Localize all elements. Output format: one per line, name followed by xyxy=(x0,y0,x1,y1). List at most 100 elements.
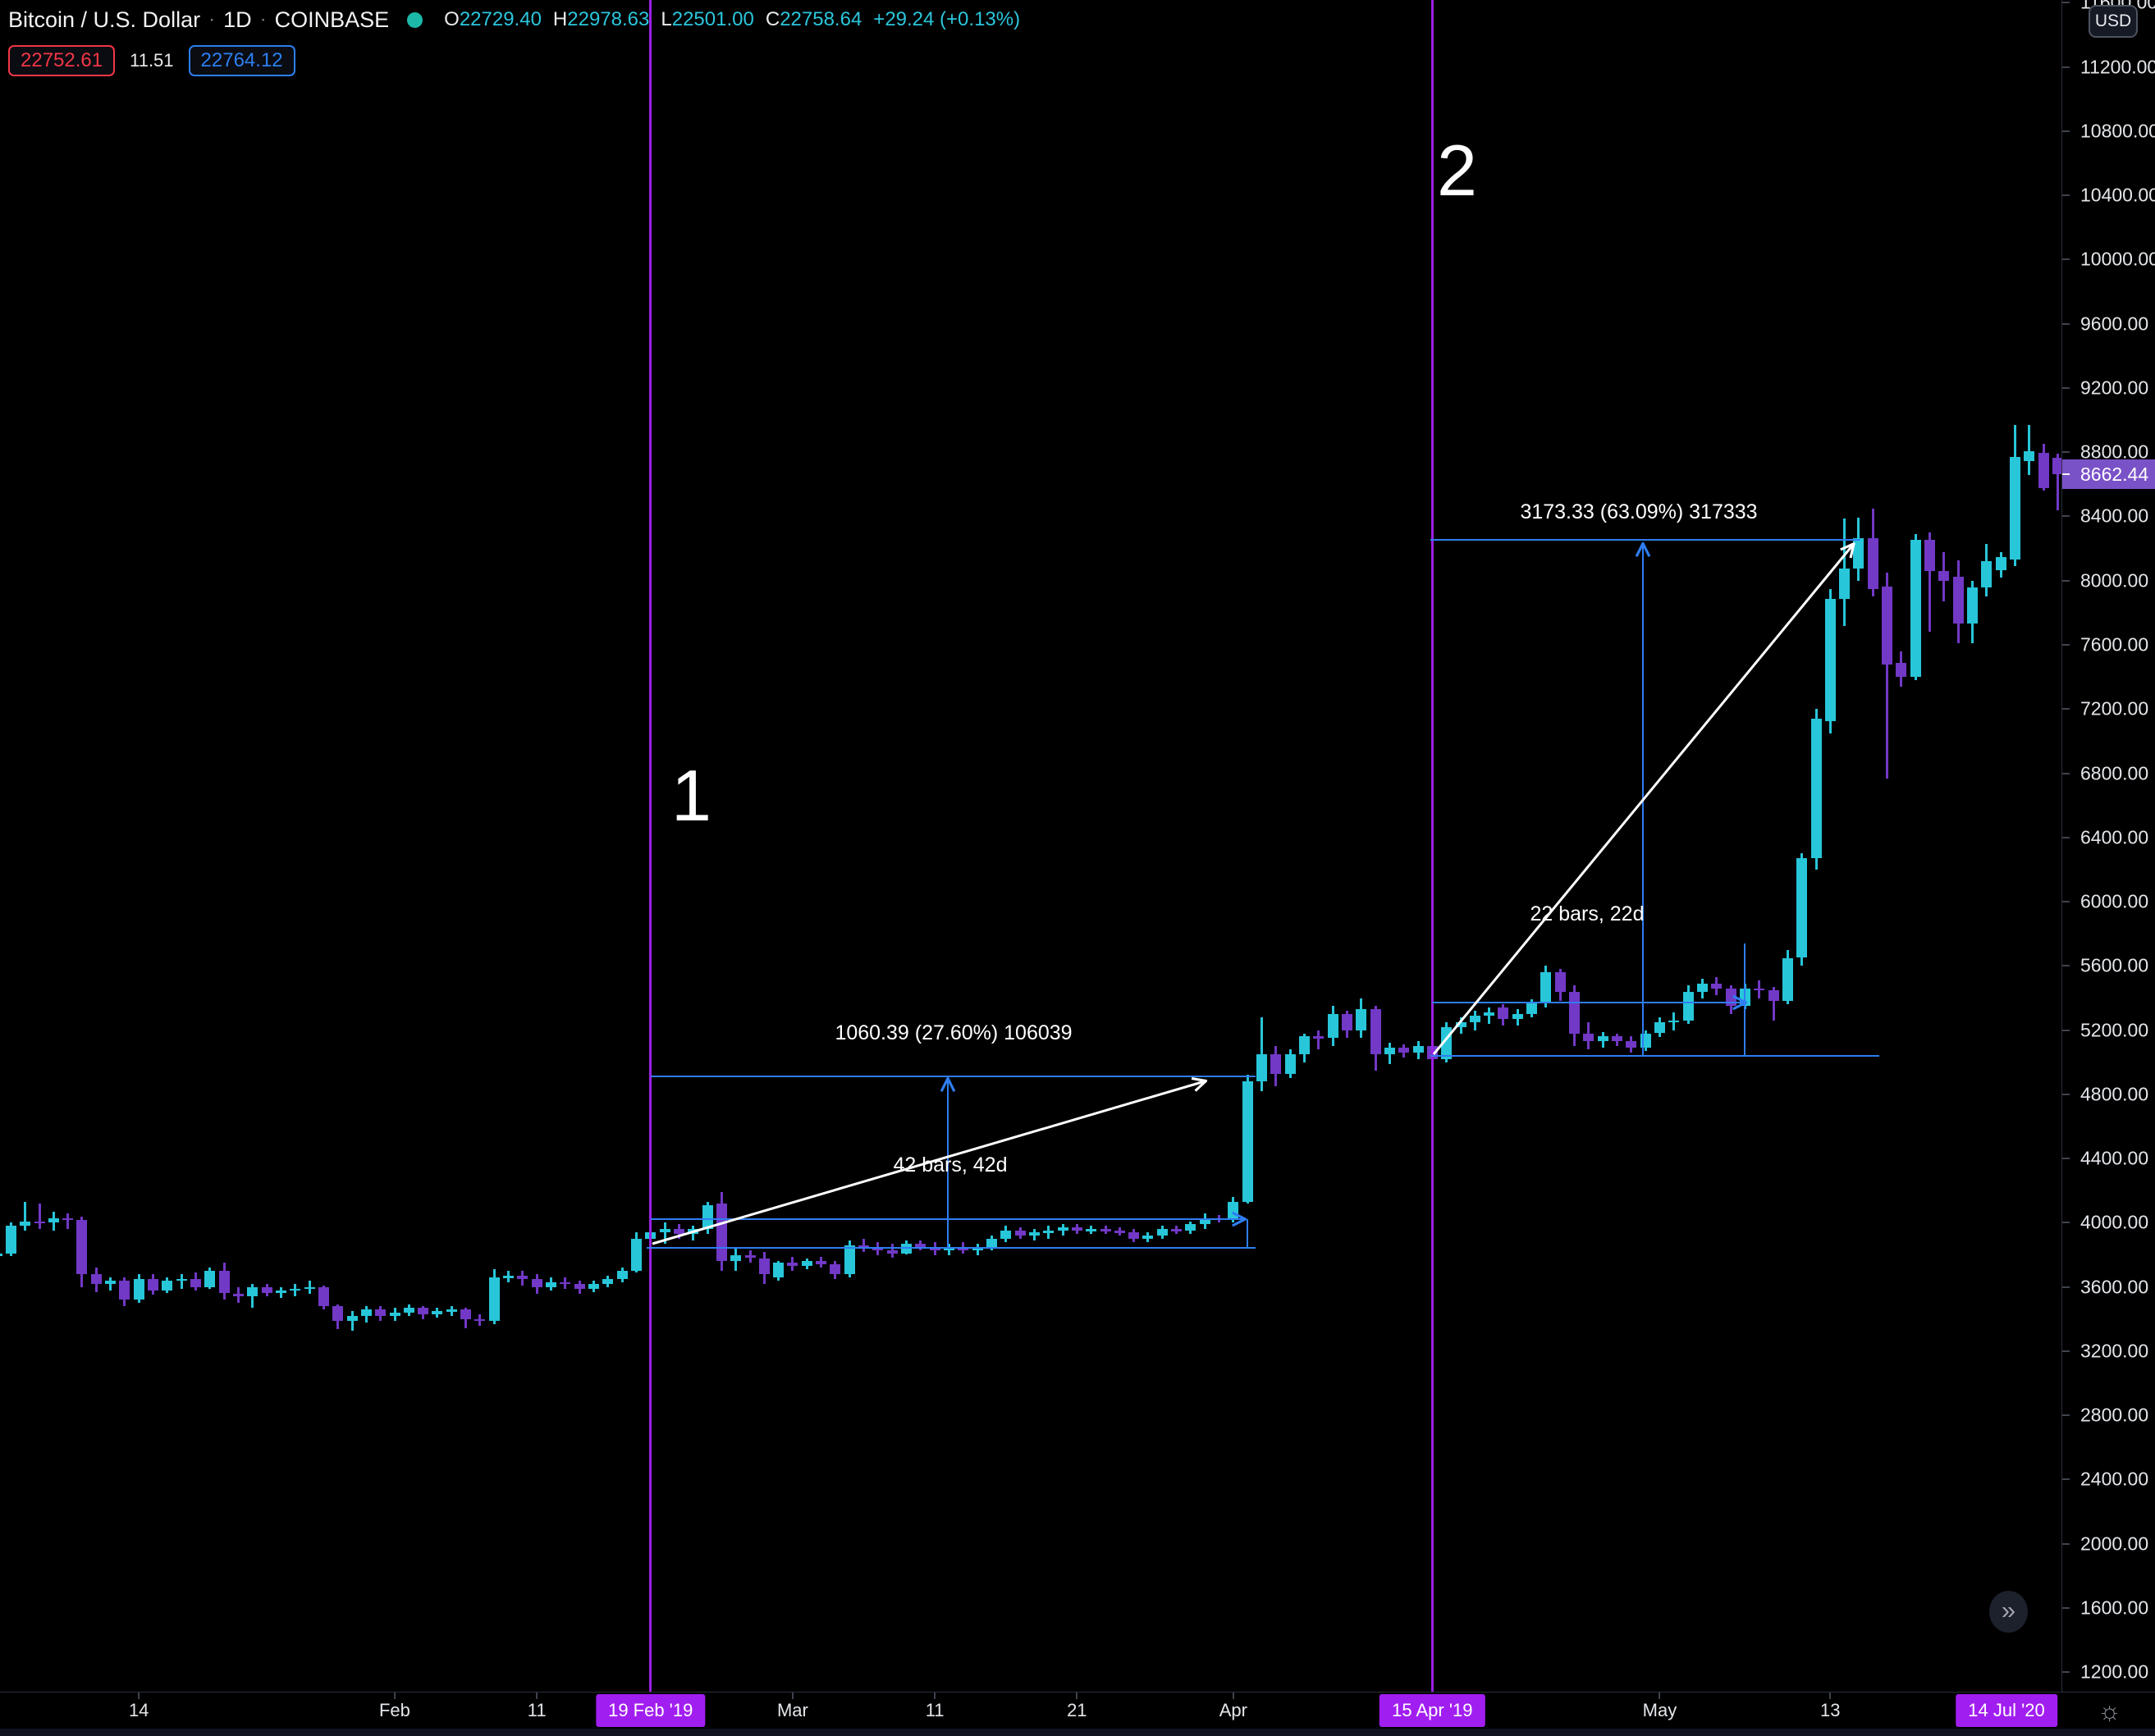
candle-body xyxy=(1057,1227,1068,1231)
spread-value: 11.51 xyxy=(130,50,174,71)
candle-body xyxy=(858,1245,869,1248)
candle-body xyxy=(1938,571,1950,582)
trend-arrow-line[interactable] xyxy=(652,1081,1205,1245)
candle-body xyxy=(816,1261,827,1265)
bid-ask-row: 22752.61 11.51 22764.12 xyxy=(8,44,1020,77)
chart-settings-sun-icon[interactable]: ☼ xyxy=(2098,1696,2122,1725)
interval-label[interactable]: 1D xyxy=(223,7,252,32)
candle-body xyxy=(659,1229,670,1233)
time-tick-label: Apr xyxy=(1219,1700,1247,1720)
candle-body xyxy=(1882,587,1893,665)
candle-body xyxy=(602,1278,614,1284)
date-marker-badge[interactable]: 14 Jul '20 xyxy=(1956,1694,2057,1727)
candle-body xyxy=(1867,538,1878,590)
price-tick-mark xyxy=(2062,1542,2070,1545)
candle-body xyxy=(389,1313,400,1316)
time-tick-label: 11 xyxy=(527,1700,547,1720)
price-tick-label: 7600.00 xyxy=(2080,633,2149,656)
candle-body xyxy=(1156,1229,1168,1236)
change-value: +29.24 (+0.13%) xyxy=(873,8,1021,30)
date-marker-badge[interactable]: 19 Feb '19 xyxy=(596,1694,706,1727)
exchange-label[interactable]: COINBASE xyxy=(274,7,390,32)
price-tick-label: 10000.00 xyxy=(2080,248,2155,270)
candle-body xyxy=(1626,1041,1637,1048)
last-price-value: 8662.44 xyxy=(2080,463,2149,485)
measurement-label: 22 bars, 22d xyxy=(1530,902,1645,925)
price-tick-label: 4400.00 xyxy=(2080,1147,2149,1169)
price-tick-label: 3200.00 xyxy=(2080,1340,2149,1362)
price-tick-mark xyxy=(2062,258,2070,261)
candle-body xyxy=(275,1290,286,1294)
high-value: 22978.63 xyxy=(567,8,650,30)
candle-body xyxy=(446,1309,457,1312)
price-tick-mark xyxy=(2062,836,2070,838)
price-tick-mark xyxy=(2062,579,2070,582)
candle-body xyxy=(2052,458,2061,475)
price-tick-mark xyxy=(2062,1222,2070,1224)
price-tick-label: 8400.00 xyxy=(2080,505,2149,527)
price-axis[interactable]: USD 11600.0011200.0010800.0010400.001000… xyxy=(2061,0,2155,1692)
candle-wick xyxy=(1488,1007,1491,1024)
currency-unit-button[interactable]: USD xyxy=(2089,5,2138,38)
time-tick-label: 11 xyxy=(925,1700,945,1720)
sell-price-button[interactable]: 22752.61 xyxy=(8,45,116,76)
candle-body xyxy=(5,1226,16,1254)
candle-body xyxy=(773,1263,785,1277)
candle-body xyxy=(986,1239,997,1247)
candle-body xyxy=(787,1263,798,1267)
candle-body xyxy=(730,1254,742,1262)
high-label: H xyxy=(552,8,568,30)
candle-body xyxy=(1682,991,1694,1021)
low-label: L xyxy=(661,8,672,30)
symbol-name[interactable]: Bitcoin / U.S. Dollar xyxy=(8,7,201,32)
candle-body xyxy=(346,1315,358,1321)
candle-body xyxy=(2024,451,2035,462)
candle-body xyxy=(1256,1054,1267,1082)
candle-body xyxy=(1810,719,1822,859)
candle-body xyxy=(1014,1231,1026,1236)
vertical-line-drawing[interactable] xyxy=(649,0,652,1692)
candle-body xyxy=(2009,457,2020,560)
candle-body xyxy=(744,1254,756,1259)
candle-body xyxy=(1341,1014,1352,1030)
buy-price-button[interactable]: 22764.12 xyxy=(188,45,295,76)
candle-body xyxy=(1142,1236,1154,1239)
time-tick-mark xyxy=(393,1693,396,1699)
candle-body xyxy=(1824,599,1836,721)
bottom-edge-strip xyxy=(0,1728,2155,1736)
candle-body xyxy=(403,1308,414,1313)
date-marker-badge[interactable]: 15 Apr '19 xyxy=(1379,1694,1485,1727)
candle-body xyxy=(1896,663,1907,678)
candle-body xyxy=(531,1278,542,1287)
candle-wick xyxy=(1317,1030,1320,1050)
candle-wick xyxy=(1772,986,1775,1021)
time-axis[interactable]: ☼ 14 Feb 11 Mar 11 21 Apr May 13 19 Feb '19 15 Apr… xyxy=(0,1692,2155,1729)
candle-body xyxy=(1554,972,1566,992)
candle-body xyxy=(474,1318,486,1322)
vertical-line-drawing[interactable] xyxy=(1430,0,1434,1692)
candle-body xyxy=(232,1293,244,1297)
time-tick-mark xyxy=(1232,1693,1234,1699)
candle-body xyxy=(332,1306,344,1321)
candle-body xyxy=(34,1221,45,1223)
restore-chart-button[interactable]: » xyxy=(1989,1591,2028,1633)
price-tick-mark xyxy=(2062,1029,2070,1031)
price-tick-label: 8800.00 xyxy=(2080,441,2149,463)
candle-body xyxy=(204,1271,216,1287)
candle-wick xyxy=(1886,573,1889,779)
price-tick-mark xyxy=(2062,1350,2070,1352)
symbol-title-row[interactable]: Bitcoin / U.S. Dollar · 1D · COINBASE O2… xyxy=(8,3,1020,36)
candle-body xyxy=(105,1280,117,1284)
candle-body xyxy=(1100,1229,1111,1231)
price-tick-label: 1200.00 xyxy=(2080,1661,2149,1683)
price-tick-mark xyxy=(2062,965,2070,967)
candle-body xyxy=(0,1253,2,1257)
candle-body xyxy=(1754,988,1765,991)
candle-body xyxy=(1298,1036,1310,1054)
measurement-drawings-overlay[interactable]: 1060.39 (27.60%) 106039 42 bars, 42d 3173.… xyxy=(0,0,2061,1692)
candle-body xyxy=(218,1271,230,1294)
trend-arrow-line[interactable] xyxy=(1432,545,1853,1055)
candle-body xyxy=(588,1283,599,1289)
chart-plot-area[interactable]: Bitcoin / U.S. Dollar · 1D · COINBASE O2… xyxy=(0,0,2061,1692)
price-tick-label: 10400.00 xyxy=(2080,184,2155,206)
